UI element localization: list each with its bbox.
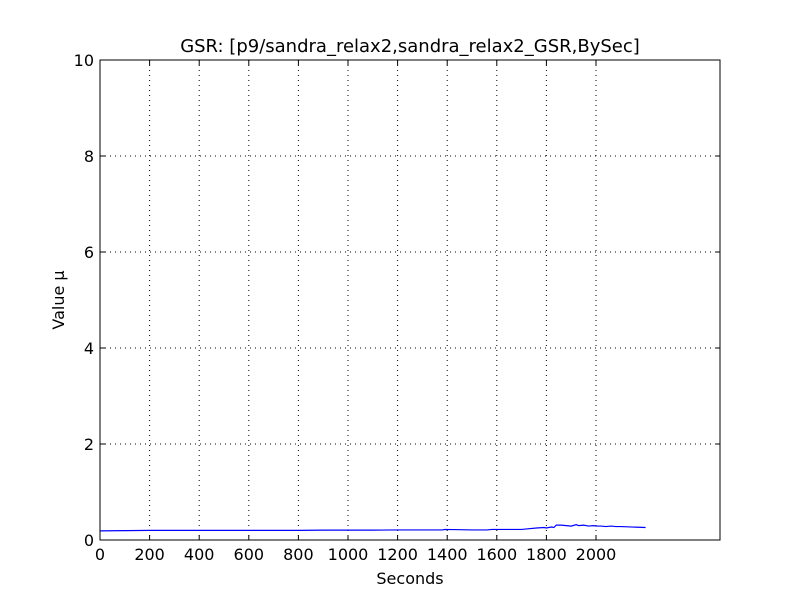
x-tick-label: 1200 [377,545,418,564]
axis-ticks [99,59,720,541]
x-tick-label: 600 [234,545,265,564]
x-tick-label: 1400 [427,545,468,564]
x-axis-label: Seconds [376,569,443,588]
x-tick-label: 2000 [576,545,617,564]
x-tick-label: 1800 [526,545,567,564]
plot-frame [99,59,721,541]
grid-lines [100,60,720,540]
y-tick-label: 0 [84,531,94,550]
y-tick-label: 2 [84,435,94,454]
y-tick-label: 10 [74,51,94,70]
y-axis-label: Value µ [49,270,68,329]
y-tick-label: 6 [84,243,94,262]
y-tick-label: 8 [84,147,94,166]
x-tick-label: 1600 [476,545,517,564]
x-tick-label: 800 [283,545,314,564]
chart-title: GSR: [p9/sandra_relax2,sandra_relax2_GSR… [180,36,640,57]
y-tick-label: 4 [84,339,94,358]
x-tick-label: 200 [134,545,165,564]
series-layer [99,524,646,532]
tick-labels: 0 200 400 600 800 1000 1200 1400 1600 1800 2000 0 2 4… [74,51,617,564]
x-tick-label: 1000 [328,545,369,564]
series-line [99,524,646,532]
x-tick-label: 400 [184,545,215,564]
x-tick-label: 0 [95,545,105,564]
